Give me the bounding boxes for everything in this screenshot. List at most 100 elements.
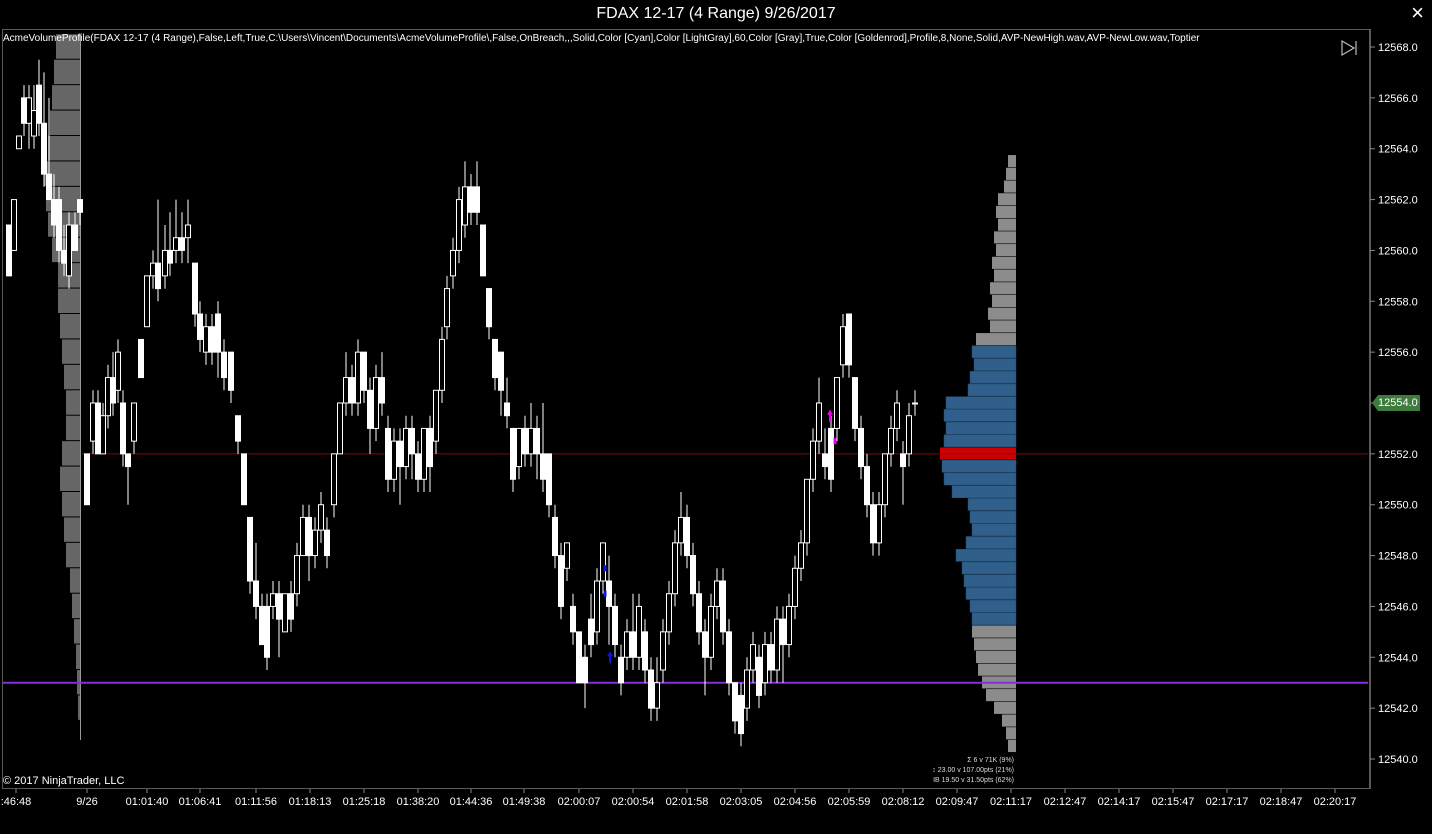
- candle-body: [528, 427, 534, 455]
- candle-body: [474, 186, 480, 213]
- candle-body: [162, 249, 168, 277]
- candle-body: [726, 631, 732, 684]
- y-axis-label: 12566.0: [1378, 93, 1418, 105]
- candle-body: [492, 338, 498, 379]
- candle-body: [822, 453, 828, 468]
- left-profile-bar: [54, 59, 80, 85]
- candle-body: [504, 402, 510, 417]
- candle-body: [355, 351, 361, 404]
- signal-tick-marker: [833, 438, 837, 445]
- left-profile-bar: [64, 364, 80, 390]
- candle-body: [72, 224, 78, 251]
- right-profile-bar: [978, 663, 1016, 676]
- y-axis-label: 12550.0: [1378, 500, 1418, 512]
- candle-body: [77, 199, 83, 213]
- candle-body: [391, 440, 397, 480]
- right-profile-bar: [967, 498, 1017, 511]
- candle-body: [294, 555, 300, 595]
- right-profile-bar: [1004, 180, 1016, 193]
- y-axis-label: 12552.0: [1378, 449, 1418, 461]
- candle-body: [486, 288, 492, 328]
- candle-body: [870, 504, 876, 544]
- candle-body: [337, 402, 343, 455]
- candle-body: [276, 593, 282, 620]
- left-profile-bar: [76, 644, 80, 669]
- candle-body: [385, 427, 391, 480]
- left-profile-bar: [78, 695, 80, 720]
- play-icon[interactable]: [1340, 38, 1360, 58]
- right-profile-bar: [988, 307, 1016, 320]
- candle-body: [510, 427, 516, 480]
- candle-body: [696, 593, 702, 633]
- candle-body: [906, 415, 912, 455]
- candle-body: [349, 377, 355, 404]
- candle-body: [21, 97, 27, 124]
- candle-body: [564, 542, 570, 569]
- right-profile-bar: [967, 383, 1017, 397]
- candle-body: [882, 453, 888, 506]
- session-stats: Σ 6 v 71K (9%) ↕ 23.00 v 107.00pts (21%)…: [900, 756, 1014, 786]
- left-profile-bar: [58, 288, 80, 313]
- y-axis-label: 12556.0: [1378, 347, 1418, 359]
- right-profile-bar: [971, 345, 1017, 359]
- candle-body: [409, 427, 415, 455]
- y-axis-label: 12546.0: [1378, 601, 1418, 613]
- candle-body: [373, 377, 379, 429]
- right-profile-bar: [943, 472, 1017, 486]
- right-profile-bar: [945, 421, 1017, 435]
- right-profile-bar: [1006, 167, 1016, 180]
- candle-body: [197, 313, 203, 340]
- candle-body: [912, 402, 918, 405]
- candle-body: [397, 440, 403, 468]
- candle-body: [642, 631, 648, 671]
- candle-body: [288, 593, 294, 620]
- x-axis-label: 02:05:59: [828, 796, 871, 808]
- left-profile-bar: [60, 466, 80, 491]
- close-icon[interactable]: ×: [1411, 0, 1424, 25]
- candle-body: [816, 402, 822, 442]
- candle-body: [852, 377, 858, 429]
- right-profile-bar: [965, 536, 1017, 549]
- candle-body: [774, 618, 780, 671]
- x-axis-label: 02:15:47: [1152, 796, 1195, 808]
- left-profile-bar: [50, 110, 80, 135]
- candle-body: [90, 402, 96, 442]
- candle-body: [678, 516, 684, 544]
- candle-body: [331, 453, 337, 506]
- candle-body: [744, 669, 750, 709]
- right-profile-bar: [976, 333, 1016, 346]
- candle-body: [167, 249, 173, 264]
- left-profile-bar: [70, 568, 80, 593]
- candle-body: [228, 351, 234, 391]
- right-profile-bar: [996, 205, 1016, 219]
- left-profile-bar: [74, 619, 80, 644]
- y-axis-label: 12540.0: [1378, 754, 1418, 766]
- candle-body: [61, 249, 67, 264]
- right-profile-bar: [974, 638, 1016, 651]
- candle-body: [840, 326, 846, 366]
- candle-body: [876, 504, 882, 544]
- candle-body: [84, 453, 90, 506]
- x-axis-label: 01:06:41: [179, 796, 222, 808]
- right-profile-bar: [955, 548, 1017, 562]
- right-profile-bar: [965, 587, 1017, 600]
- right-profile-bar: [969, 599, 1017, 613]
- candle-body: [756, 656, 762, 696]
- candle-body: [780, 618, 786, 646]
- candle-body: [498, 351, 504, 391]
- window-titlebar: FDAX 12-17 (4 Range) 9/26/2017 ×: [0, 0, 1432, 28]
- right-profile-bar: [945, 396, 1017, 410]
- candle-body: [624, 631, 630, 658]
- candle-body: [95, 402, 101, 455]
- candle-body: [115, 351, 121, 391]
- candle-body: [444, 288, 450, 328]
- candle-body: [221, 351, 227, 379]
- y-axis-label: 12560.0: [1378, 245, 1418, 257]
- candle-body: [173, 237, 179, 251]
- left-profile-bar: [62, 492, 80, 517]
- candle-body: [672, 542, 678, 595]
- x-axis-label: 02:01:58: [666, 796, 709, 808]
- candle-body: [720, 580, 726, 633]
- x-axis-label: 01:49:38: [503, 796, 546, 808]
